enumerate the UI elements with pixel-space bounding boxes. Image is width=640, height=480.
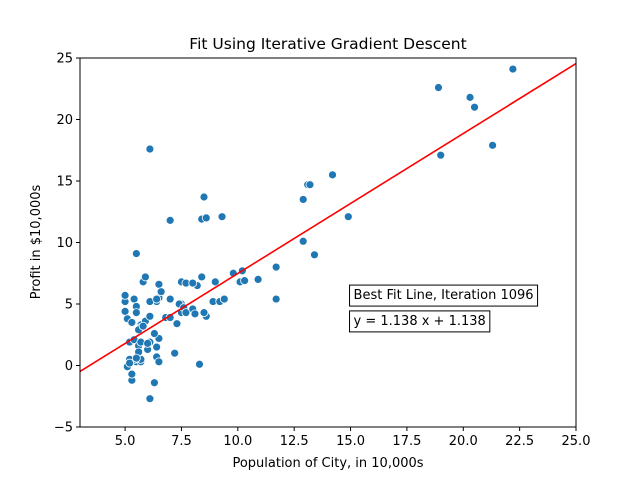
x-tick-label: 7.5 <box>171 434 192 449</box>
annotation-iteration-text: Best Fit Line, Iteration 1096 <box>354 288 534 303</box>
data-point <box>138 321 148 331</box>
data-point <box>127 369 137 379</box>
fit-line <box>80 62 576 373</box>
x-tick-label: 20.0 <box>449 434 478 449</box>
data-point <box>465 92 475 102</box>
data-point <box>170 348 180 358</box>
data-point <box>298 236 308 246</box>
data-point <box>145 394 155 404</box>
data-point <box>143 338 153 348</box>
data-point <box>125 358 135 368</box>
plot-area <box>80 62 576 404</box>
data-point <box>140 272 150 282</box>
data-point <box>199 308 209 318</box>
data-point <box>305 180 315 190</box>
y-tick-label: 5 <box>65 298 73 313</box>
x-tick-label: 12.5 <box>280 434 309 449</box>
y-tick-label: 20 <box>56 113 73 128</box>
data-point <box>131 353 141 363</box>
annotation-box <box>349 310 491 333</box>
data-point <box>436 150 446 160</box>
data-point <box>298 195 308 204</box>
data-point <box>253 274 263 284</box>
data-point <box>172 319 182 329</box>
x-tick-label: 10.0 <box>223 434 252 449</box>
data-point <box>154 357 164 367</box>
data-point <box>240 276 249 286</box>
data-point <box>152 342 162 352</box>
data-point <box>210 277 220 287</box>
data-point <box>197 272 207 282</box>
x-tick-label: 17.5 <box>392 434 421 449</box>
data-point <box>127 318 137 327</box>
annotation-box <box>349 284 539 307</box>
data-point <box>217 212 227 222</box>
data-point <box>152 294 162 304</box>
data-point <box>131 308 141 318</box>
data-point <box>470 102 479 112</box>
data-point <box>508 64 518 74</box>
data-point <box>154 279 164 289</box>
y-axis-title: Profit in $10,000s <box>29 184 44 299</box>
data-point <box>145 144 155 154</box>
annotation-equation-text: y = 1.138 x + 1.138 <box>354 314 486 329</box>
data-point <box>188 278 198 288</box>
y-tick-label: 15 <box>56 175 73 190</box>
data-point <box>343 212 353 222</box>
data-point <box>310 250 319 260</box>
data-point <box>488 140 497 150</box>
y-tick-label: 10 <box>56 236 73 251</box>
data-point <box>120 290 130 300</box>
data-point <box>199 192 209 202</box>
annotations: Best Fit Line, Iteration 1096 y = 1.138 … <box>349 284 539 333</box>
y-axis: −5 0 5 10 15 20 25 <box>54 52 80 436</box>
data-point <box>328 170 337 180</box>
data-point <box>271 262 281 272</box>
x-tick-label: 15.0 <box>336 434 365 449</box>
y-tick-label: 25 <box>56 52 73 67</box>
x-tick-label: 5.0 <box>115 434 136 449</box>
x-axis: 5.0 7.5 10.0 12.5 15.0 17.5 20.0 22.5 25.0 <box>115 427 591 449</box>
data-point <box>131 249 141 258</box>
data-point <box>129 294 139 304</box>
data-point <box>271 294 281 304</box>
data-point <box>165 215 175 225</box>
x-tick-label: 22.5 <box>505 434 534 449</box>
data-point <box>149 329 159 338</box>
data-point <box>149 378 159 388</box>
y-tick-label: 0 <box>65 359 73 374</box>
chart-title: Fit Using Iterative Gradient Descent <box>189 35 466 53</box>
data-point <box>219 294 229 304</box>
data-point <box>434 83 443 92</box>
data-point <box>195 359 204 369</box>
data-point <box>120 306 130 316</box>
data-point <box>145 311 155 321</box>
y-tick-label: −5 <box>54 421 73 436</box>
x-tick-label: 25.0 <box>562 434 591 449</box>
data-point <box>156 287 166 297</box>
data-point <box>201 213 211 223</box>
data-point <box>181 308 191 318</box>
data-point <box>190 309 200 319</box>
data-point <box>165 294 175 304</box>
x-axis-title: Population of City, in 10,000s <box>232 456 423 471</box>
